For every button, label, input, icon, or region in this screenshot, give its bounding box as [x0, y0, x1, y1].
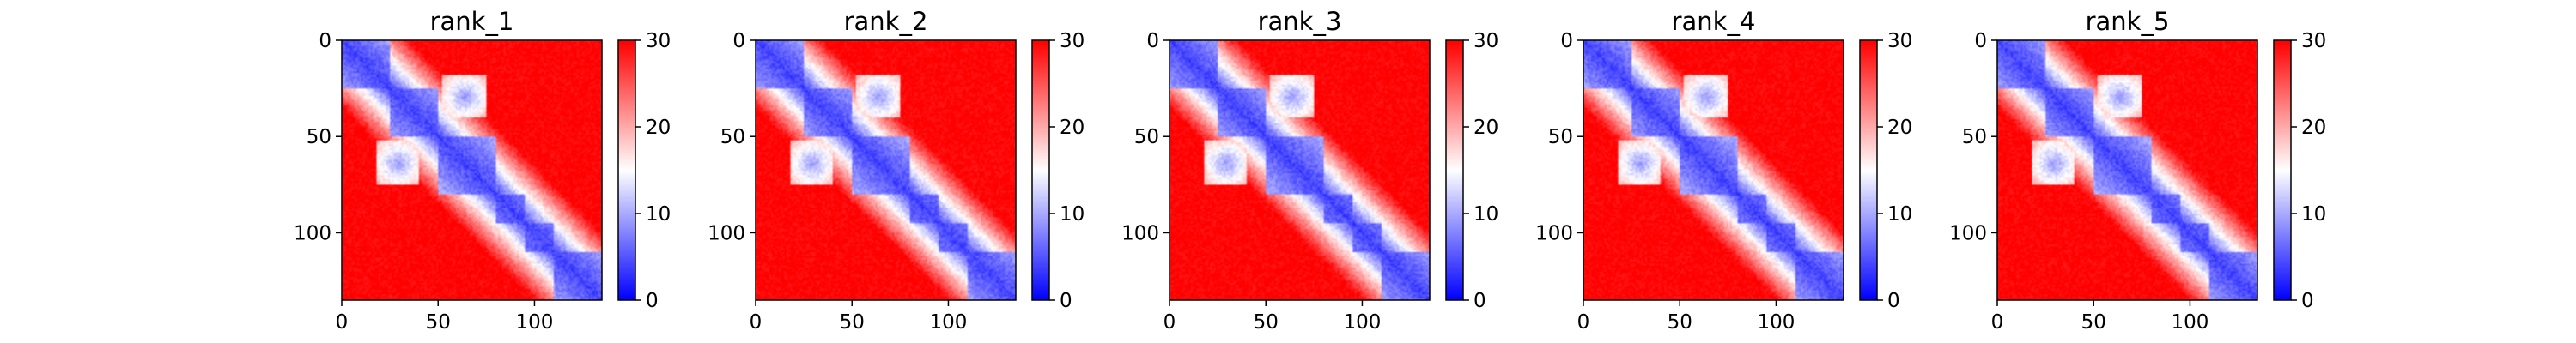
colorbar-tick-label: 10 [1473, 203, 1498, 226]
panel-title: rank_2 [844, 7, 928, 36]
y-tick-label: 0 [1974, 30, 1987, 52]
axes-frame [1169, 39, 1431, 301]
axes-frame [755, 39, 1017, 301]
x-tick-label: 0 [750, 311, 762, 334]
panel-4: rank_4 0 50 100 0 50 100 0 10 20 30 [1535, 7, 1912, 334]
colorbar-tick-label: 20 [1887, 117, 1912, 139]
y-tick-label: 50 [307, 126, 331, 148]
colorbar-frame [2273, 39, 2292, 301]
colorbar-frame [1859, 39, 1878, 301]
y-tick-label: 50 [1548, 126, 1573, 148]
colorbar-tick-label: 10 [1060, 203, 1084, 226]
x-tick-label: 100 [1757, 311, 1795, 334]
x-tick-label: 50 [426, 311, 451, 334]
y-tick-label: 50 [1962, 126, 1987, 148]
panel-5: rank_5 0 50 100 0 50 100 0 10 20 30 [1949, 7, 2326, 334]
panel-title: rank_1 [430, 7, 514, 36]
panel-title: rank_3 [1258, 7, 1342, 36]
x-tick-label: 100 [1343, 311, 1381, 334]
colorbar-tick-label: 20 [1473, 117, 1498, 139]
heatmap-cells [1583, 40, 1844, 300]
colorbar [1446, 40, 1463, 300]
colorbar-tick-label: 30 [2301, 30, 2326, 52]
colorbar-tick-label: 30 [1887, 30, 1912, 52]
panel-2: rank_2 0 50 100 0 50 100 0 10 20 30 [708, 7, 1084, 334]
colorbar [1860, 40, 1877, 300]
colorbar [618, 40, 635, 300]
x-tick-label: 0 [1991, 311, 2004, 334]
colorbar-frame [617, 39, 636, 301]
colorbar-tick-label: 30 [646, 30, 671, 52]
panel-title: rank_4 [1672, 7, 1756, 36]
panel-title: rank_5 [2086, 7, 2170, 36]
y-tick-label: 0 [1146, 30, 1159, 52]
colorbar-tick-label: 30 [1060, 30, 1084, 52]
x-tick-label: 100 [929, 311, 967, 334]
panel-1: rank_1 0 50 100 0 50 100 0 10 20 30 [294, 7, 671, 334]
y-tick-label: 50 [1134, 126, 1159, 148]
colorbar [1032, 40, 1049, 300]
colorbar-frame [1445, 39, 1464, 301]
y-tick-label: 50 [720, 126, 745, 148]
panel-3: rank_3 0 50 100 0 50 100 0 10 20 30 [1121, 7, 1498, 334]
x-tick-label: 50 [1668, 311, 1692, 334]
y-tick-label: 100 [1121, 222, 1159, 244]
x-tick-label: 50 [1254, 311, 1279, 334]
colorbar-tick-label: 30 [1473, 30, 1498, 52]
x-tick-label: 0 [336, 311, 349, 334]
colorbar [2274, 40, 2291, 300]
x-tick-label: 50 [2081, 311, 2106, 334]
colorbar-tick-label: 0 [1887, 290, 1900, 312]
colorbar-tick-label: 0 [646, 290, 659, 312]
colorbar-frame [1031, 39, 1050, 301]
axes-frame [1996, 39, 2258, 301]
y-tick-label: 100 [1949, 222, 1987, 244]
axes-frame [341, 39, 603, 301]
heatmap-cells [1997, 40, 2257, 300]
colorbar-tick-label: 10 [1887, 203, 1912, 226]
axes-frame [1583, 39, 1844, 301]
colorbar-tick-label: 0 [1473, 290, 1486, 312]
heatmap-cells [342, 40, 602, 300]
colorbar-tick-label: 10 [2301, 203, 2326, 226]
colorbar-tick-label: 20 [1060, 117, 1084, 139]
y-tick-label: 100 [1535, 222, 1573, 244]
colorbar-tick-label: 0 [1060, 290, 1072, 312]
heatmap-cells [1170, 40, 1430, 300]
colorbar-tick-label: 20 [646, 117, 671, 139]
x-tick-label: 100 [515, 311, 553, 334]
y-tick-label: 100 [708, 222, 745, 244]
colorbar-tick-label: 0 [2301, 290, 2314, 312]
y-tick-label: 0 [732, 30, 745, 52]
x-tick-label: 0 [1577, 311, 1590, 334]
heatmap-cells [756, 40, 1016, 300]
colorbar-tick-label: 20 [2301, 117, 2326, 139]
colorbar-tick-label: 10 [646, 203, 671, 226]
y-tick-label: 0 [319, 30, 331, 52]
x-tick-label: 100 [2171, 311, 2208, 334]
x-tick-label: 0 [1163, 311, 1176, 334]
x-tick-label: 50 [840, 311, 865, 334]
y-tick-label: 100 [294, 222, 331, 244]
y-tick-label: 0 [1560, 30, 1573, 52]
